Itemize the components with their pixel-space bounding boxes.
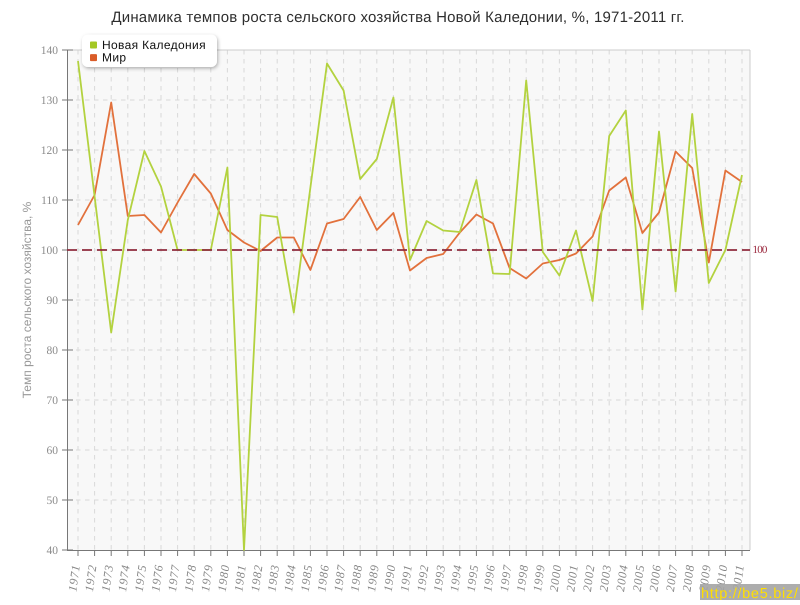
svg-text:1989: 1989 — [364, 563, 382, 592]
svg-text:1977: 1977 — [165, 563, 183, 592]
svg-text:1988: 1988 — [348, 563, 366, 592]
svg-text:1976: 1976 — [148, 563, 166, 592]
svg-text:Новая Каледония: Новая Каледония — [102, 38, 206, 52]
svg-text:1972: 1972 — [82, 563, 100, 592]
svg-text:1979: 1979 — [198, 563, 216, 592]
svg-text:1974: 1974 — [115, 563, 133, 592]
svg-text:50: 50 — [47, 495, 59, 507]
svg-text:2004: 2004 — [613, 563, 631, 592]
svg-text:1999: 1999 — [530, 563, 548, 592]
svg-text:110: 110 — [41, 195, 58, 207]
svg-text:80: 80 — [47, 345, 59, 357]
svg-text:1978: 1978 — [182, 563, 200, 592]
svg-text:1993: 1993 — [431, 563, 449, 592]
svg-text:1998: 1998 — [514, 563, 532, 592]
svg-text:1992: 1992 — [414, 563, 432, 592]
svg-text:2005: 2005 — [630, 563, 648, 592]
svg-text:1982: 1982 — [248, 563, 266, 592]
svg-text:1986: 1986 — [314, 563, 332, 592]
svg-text:90: 90 — [47, 295, 59, 307]
svg-text:2002: 2002 — [580, 563, 598, 592]
svg-text:2007: 2007 — [663, 563, 681, 592]
svg-text:1983: 1983 — [265, 563, 283, 592]
svg-text:1995: 1995 — [464, 563, 482, 592]
svg-text:40: 40 — [47, 545, 59, 557]
svg-text:Темп роста сельского хозяйства: Темп роста сельского хозяйства, % — [20, 201, 34, 398]
svg-text:1987: 1987 — [331, 563, 349, 592]
svg-text:1985: 1985 — [298, 563, 316, 592]
svg-text:1975: 1975 — [132, 563, 150, 592]
svg-text:140: 140 — [41, 45, 59, 57]
svg-text:1994: 1994 — [447, 563, 465, 592]
svg-text:2001: 2001 — [563, 563, 581, 592]
svg-text:1980: 1980 — [215, 563, 233, 592]
svg-text:1984: 1984 — [281, 563, 299, 592]
svg-text:2008: 2008 — [680, 563, 698, 592]
svg-text:100: 100 — [41, 245, 59, 257]
svg-text:Мир: Мир — [102, 50, 126, 64]
svg-text:70: 70 — [47, 395, 59, 407]
svg-text:130: 130 — [41, 95, 59, 107]
svg-text:2006: 2006 — [646, 563, 664, 592]
svg-text:1996: 1996 — [480, 563, 498, 592]
svg-text:1990: 1990 — [381, 563, 399, 592]
svg-text:2000: 2000 — [547, 563, 565, 592]
svg-text:60: 60 — [47, 445, 59, 457]
svg-text:1973: 1973 — [99, 563, 117, 592]
svg-text:1981: 1981 — [231, 563, 249, 592]
svg-text:1991: 1991 — [397, 563, 415, 592]
svg-text:Динамика темпов роста сельског: Динамика темпов роста сельского хозяйств… — [111, 9, 684, 26]
svg-text:100: 100 — [753, 244, 768, 256]
svg-text:http://be5.biz/: http://be5.biz/ — [701, 586, 799, 600]
svg-text:1997: 1997 — [497, 563, 515, 592]
svg-text:1971: 1971 — [65, 563, 83, 592]
svg-text:2003: 2003 — [597, 563, 615, 592]
svg-text:120: 120 — [41, 145, 59, 157]
